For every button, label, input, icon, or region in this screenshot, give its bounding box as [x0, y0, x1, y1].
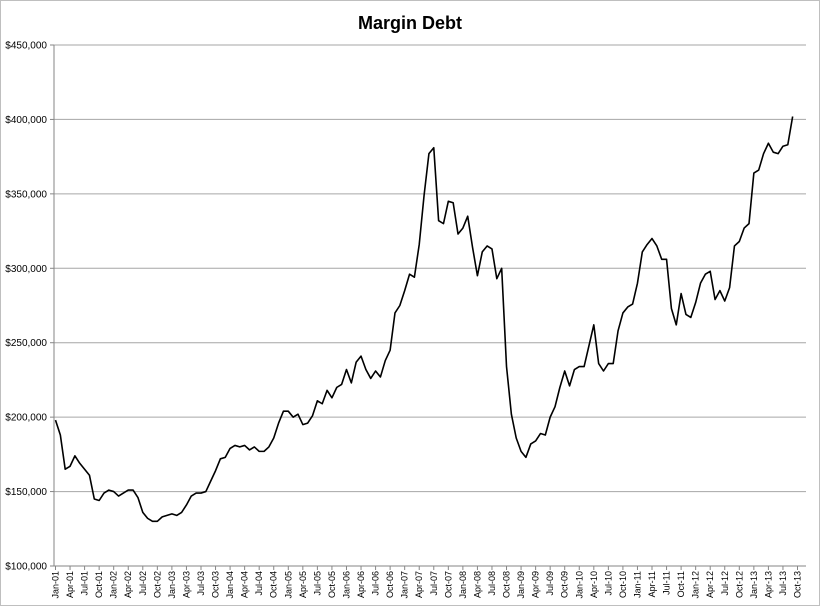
y-tick-label: $400,000 — [5, 115, 47, 126]
x-tick-label: Jan-06 — [341, 571, 351, 599]
x-tick-label: Apr-03 — [181, 571, 191, 598]
x-tick-label: Apr-13 — [763, 571, 773, 598]
x-tick-label: Jan-09 — [516, 571, 526, 599]
x-tick-label: Apr-04 — [240, 571, 250, 598]
x-tick-label: Jan-13 — [749, 571, 759, 599]
x-tick-label: Jul-03 — [196, 571, 206, 596]
x-tick-label: Apr-11 — [647, 571, 657, 597]
x-tick-label: Jul-06 — [371, 571, 381, 596]
x-tick-label: Jan-10 — [574, 571, 584, 599]
x-tick-label: Oct-04 — [269, 571, 279, 598]
x-tick-label: Oct-05 — [327, 571, 337, 598]
x-tick-label: Oct-12 — [734, 571, 744, 598]
x-tick-label: Jan-07 — [400, 571, 410, 599]
x-tick-label: Jan-01 — [51, 571, 61, 599]
x-tick-label: Apr-05 — [298, 571, 308, 598]
chart-title: Margin Debt — [357, 13, 462, 33]
x-tick-label: Oct-09 — [560, 571, 570, 598]
x-tick-label: Apr-12 — [705, 571, 715, 598]
x-tick-label: Apr-06 — [356, 571, 366, 598]
x-tick-label: Oct-02 — [152, 571, 162, 598]
x-tick-label: Oct-07 — [443, 571, 453, 598]
x-tick-label: Oct-10 — [618, 571, 628, 598]
x-tick-label: Jul-08 — [487, 571, 497, 596]
x-tick-label: Apr-07 — [414, 571, 424, 598]
x-tick-label: Oct-13 — [793, 571, 803, 598]
y-tick-label: $250,000 — [5, 338, 47, 349]
x-tick-label: Apr-08 — [472, 571, 482, 598]
x-tick-label: Jan-12 — [691, 571, 701, 599]
x-tick-label: Oct-03 — [211, 571, 221, 598]
x-tick-label: Apr-02 — [123, 571, 133, 598]
x-tick-label: Apr-09 — [531, 571, 541, 598]
x-tick-label: Oct-06 — [385, 571, 395, 598]
x-tick-label: Jan-04 — [225, 571, 235, 599]
x-tick-label: Jan-03 — [167, 571, 177, 599]
x-tick-label: Jan-02 — [109, 571, 119, 599]
x-tick-label: Apr-01 — [65, 571, 75, 598]
x-tick-label: Jan-05 — [283, 571, 293, 599]
y-tick-label: $100,000 — [5, 562, 47, 573]
x-tick-label: Jul-11 — [662, 571, 672, 595]
x-tick-label: Jul-01 — [80, 571, 90, 596]
y-tick-label: $300,000 — [5, 264, 47, 275]
y-tick-label: $450,000 — [5, 41, 47, 52]
x-tick-label: Jul-13 — [778, 571, 788, 596]
y-tick-label: $200,000 — [5, 413, 47, 424]
x-tick-label: Jul-12 — [720, 571, 730, 596]
x-tick-label: Jan-08 — [458, 571, 468, 599]
x-tick-label: Jul-04 — [254, 571, 264, 596]
series-line — [54, 116, 794, 523]
x-tick-label: Oct-08 — [502, 571, 512, 598]
y-tick-label: $150,000 — [5, 487, 47, 498]
x-tick-label: Oct-11 — [676, 571, 686, 597]
x-tick-label: Jul-02 — [138, 571, 148, 596]
x-tick-label: Jul-09 — [545, 571, 555, 596]
y-tick-label: $350,000 — [5, 189, 47, 200]
x-tick-label: Jul-05 — [312, 571, 322, 596]
x-tick-label: Jul-10 — [603, 571, 613, 596]
x-tick-label: Apr-10 — [589, 571, 599, 598]
x-tick-label: Jan-11 — [632, 571, 642, 598]
x-tick-label: Jul-07 — [429, 571, 439, 596]
x-tick-label: Oct-01 — [94, 571, 104, 598]
